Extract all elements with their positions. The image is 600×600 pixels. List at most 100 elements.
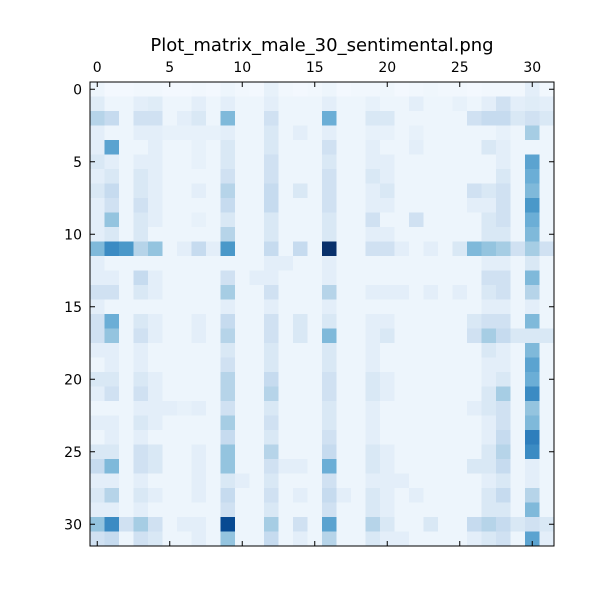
heatmap-cell (278, 328, 294, 344)
heatmap-cell (235, 488, 250, 503)
heatmap-cell (496, 386, 511, 402)
heatmap-cell (438, 401, 453, 416)
heatmap-cell (409, 96, 424, 112)
heatmap-cell (307, 227, 323, 242)
heatmap-cell (496, 96, 511, 112)
heatmap-cell (133, 415, 149, 431)
heatmap-cell (409, 473, 424, 489)
heatmap-cell (525, 241, 540, 257)
heatmap-cell (191, 241, 207, 257)
heatmap-cell (264, 488, 279, 503)
heatmap-cell (235, 444, 250, 460)
heatmap-cell (148, 140, 163, 155)
heatmap-cell (336, 401, 352, 416)
heatmap-cell (191, 459, 207, 474)
heatmap-cell (351, 430, 366, 445)
heatmap-cell (539, 299, 555, 315)
heatmap-cell (104, 82, 120, 97)
heatmap-cell (409, 111, 424, 126)
heatmap-cell (148, 459, 163, 474)
heatmap-cell (394, 401, 410, 416)
heatmap-cell (467, 241, 482, 257)
heatmap-cell (293, 111, 308, 126)
heatmap-cell (133, 125, 149, 141)
heatmap-cell (162, 96, 178, 112)
heatmap-cell (336, 488, 352, 503)
heatmap-cell (394, 82, 410, 97)
heatmap-cell (481, 415, 497, 431)
heatmap-cell (510, 111, 526, 126)
heatmap-cell (322, 502, 337, 518)
heatmap-cell (481, 154, 497, 170)
heatmap-cell (394, 386, 410, 402)
heatmap-cell (409, 183, 424, 199)
heatmap-cell (119, 183, 134, 199)
heatmap-cell (452, 415, 468, 431)
heatmap-cell (133, 256, 149, 271)
heatmap-cell (525, 154, 540, 170)
heatmap-cell (90, 328, 105, 344)
heatmap-cell (380, 517, 395, 532)
heatmap-cell (365, 415, 381, 431)
heatmap-cell (220, 154, 236, 170)
heatmap-cell (394, 430, 410, 445)
heatmap-cell (394, 299, 410, 315)
heatmap-cell (220, 227, 236, 242)
heatmap-cell (264, 502, 279, 518)
heatmap-cell (496, 343, 511, 358)
x-tick-label: 5 (165, 60, 174, 76)
heatmap-cell (467, 386, 482, 402)
heatmap-cell (133, 154, 149, 170)
heatmap-cell (191, 444, 207, 460)
heatmap-cell (380, 183, 395, 199)
heatmap-cell (191, 227, 207, 242)
heatmap-cell (206, 415, 221, 431)
heatmap-cell (409, 343, 424, 358)
heatmap-cell (220, 430, 236, 445)
heatmap-cell (90, 111, 105, 126)
heatmap-cell (351, 183, 366, 199)
heatmap-cell (278, 357, 294, 373)
heatmap-cell (119, 314, 134, 329)
heatmap-cell (177, 285, 192, 300)
heatmap-cell (264, 198, 279, 213)
heatmap-cell (220, 415, 236, 431)
heatmap-cell (307, 328, 323, 344)
heatmap-cell (177, 111, 192, 126)
heatmap-cell (293, 459, 308, 474)
heatmap-cell (307, 401, 323, 416)
heatmap-cell (148, 212, 163, 228)
heatmap-cell (510, 314, 526, 329)
heatmap-cell (249, 444, 265, 460)
y-tick-label: 20 (64, 372, 82, 388)
heatmap-cell (278, 299, 294, 315)
heatmap-cell (307, 488, 323, 503)
heatmap-cell (481, 386, 497, 402)
heatmap-cell (351, 343, 366, 358)
heatmap-cell (104, 473, 120, 489)
heatmap-cell (293, 401, 308, 416)
heatmap-cell (104, 328, 120, 344)
heatmap-cell (162, 111, 178, 126)
heatmap-cell (496, 256, 511, 271)
heatmap-cell (307, 140, 323, 155)
heatmap-cell (220, 125, 236, 141)
heatmap-cell (510, 531, 526, 547)
heatmap-cell (365, 502, 381, 518)
heatmap-cell (191, 125, 207, 141)
heatmap-cell (351, 314, 366, 329)
heatmap-cell (191, 372, 207, 387)
heatmap-cell (119, 401, 134, 416)
heatmap-cell (249, 241, 265, 257)
heatmap-cell (510, 459, 526, 474)
heatmap-cell (249, 415, 265, 431)
heatmap-cell (264, 212, 279, 228)
heatmap-cell (322, 386, 337, 402)
heatmap-cell (394, 459, 410, 474)
heatmap-cell (409, 517, 424, 532)
heatmap-cell (438, 459, 453, 474)
heatmap-cell (322, 488, 337, 503)
heatmap-cell (90, 430, 105, 445)
heatmap-cell (191, 401, 207, 416)
heatmap-cell (278, 314, 294, 329)
